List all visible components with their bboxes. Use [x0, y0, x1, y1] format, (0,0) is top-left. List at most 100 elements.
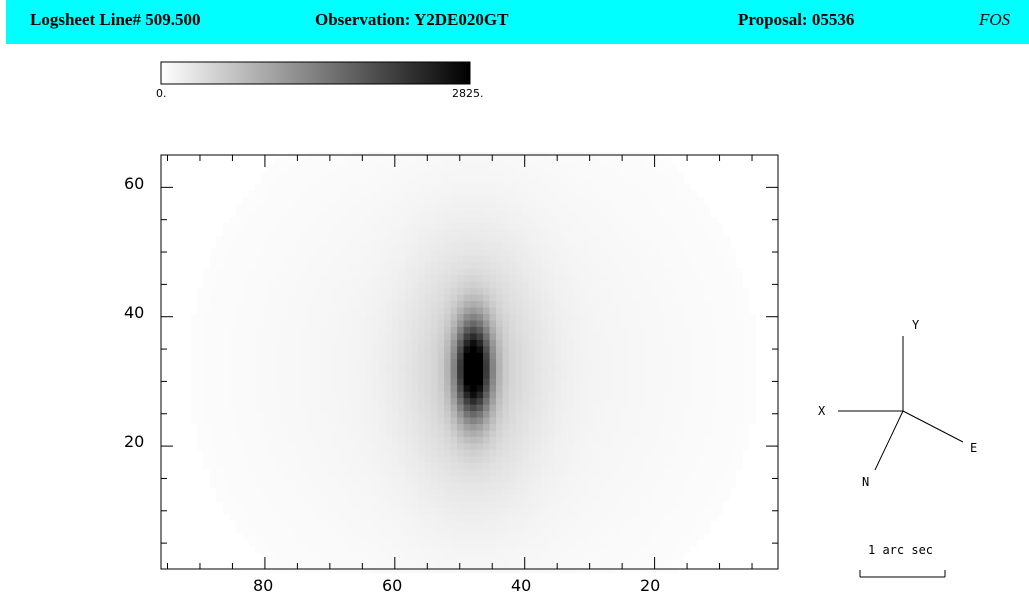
heatmap-cell: [437, 203, 445, 211]
heatmap-cell: [398, 210, 406, 217]
heatmap-cell: [553, 216, 561, 224]
heatmap-cell: [489, 358, 497, 366]
heatmap-cell: [709, 268, 717, 276]
heatmap-cell: [450, 462, 458, 470]
heatmap-cell: [644, 171, 652, 179]
heatmap-cell: [365, 229, 373, 237]
heatmap-cell: [703, 436, 711, 444]
heatmap-cell: [612, 520, 620, 528]
heatmap-cell: [339, 203, 347, 211]
heatmap-cell: [450, 248, 458, 256]
heatmap-cell: [339, 546, 347, 554]
heatmap-cell: [359, 197, 367, 205]
heatmap-cell: [307, 222, 315, 230]
heatmap-cell: [469, 442, 477, 450]
heatmap-cell: [411, 410, 419, 418]
heatmap-cell: [385, 320, 393, 327]
heatmap-cell: [313, 248, 321, 256]
heatmap-cell: [482, 352, 490, 360]
heatmap-cell: [372, 300, 380, 308]
heatmap-cell: [579, 171, 587, 179]
heatmap-cell: [346, 468, 354, 476]
heatmap-cell: [287, 378, 295, 386]
heatmap-cell: [618, 248, 626, 256]
heatmap-cell: [300, 488, 308, 496]
heatmap-cell: [657, 552, 665, 560]
heatmap-cell: [437, 345, 445, 353]
heatmap-cell: [644, 216, 652, 224]
heatmap-cell: [463, 255, 471, 263]
heatmap-cell: [489, 514, 497, 522]
heatmap-cell: [287, 326, 295, 334]
heatmap-cell: [566, 248, 574, 256]
heatmap-cell: [709, 261, 717, 269]
heatmap-cell: [502, 371, 510, 379]
heatmap-cell: [508, 197, 516, 205]
heatmap-cell: [411, 488, 419, 496]
heatmap-cell: [359, 423, 367, 431]
heatmap-cell: [683, 313, 691, 321]
heatmap-cell: [313, 222, 321, 230]
heatmap-cell: [553, 235, 561, 243]
heatmap-cell: [553, 365, 561, 373]
heatmap-cell: [599, 235, 607, 243]
heatmap-cell: [631, 527, 639, 534]
heatmap-cell: [222, 501, 230, 509]
heatmap-cell: [326, 190, 334, 198]
heatmap-cell: [391, 514, 399, 522]
heatmap-cell: [274, 417, 282, 424]
heatmap-cell: [644, 320, 652, 327]
heatmap-cell: [333, 520, 341, 528]
heatmap-cell: [527, 255, 536, 263]
heatmap-cell: [359, 339, 367, 347]
heatmap-cell: [489, 455, 497, 463]
heatmap-cell: [352, 481, 360, 489]
heatmap-cell: [469, 242, 477, 250]
heatmap-cell: [268, 501, 276, 509]
heatmap-cell: [618, 294, 626, 302]
heatmap-cell: [326, 475, 334, 483]
heatmap-cell: [579, 501, 587, 509]
heatmap-cell: [683, 255, 691, 263]
heatmap-cell: [359, 216, 367, 224]
heatmap-cell: [372, 507, 380, 515]
heatmap-cell: [359, 313, 367, 321]
heatmap-cell: [553, 429, 561, 437]
heatmap-cell: [482, 533, 490, 541]
heatmap-cell: [638, 164, 646, 172]
heatmap-cell: [566, 423, 574, 431]
heatmap-cell: [625, 352, 633, 360]
heatmap-cell: [644, 371, 652, 379]
heatmap-cell: [404, 410, 412, 418]
heatmap-cell: [495, 229, 503, 237]
heatmap-cell: [281, 210, 289, 217]
heatmap-cell: [391, 164, 399, 172]
heatmap-cell: [372, 468, 380, 476]
heatmap-cell: [255, 391, 263, 399]
heatmap-cell: [638, 190, 646, 198]
heatmap-cell: [229, 294, 237, 302]
heatmap-cell: [664, 164, 672, 172]
heatmap-cell: [365, 533, 373, 541]
heatmap-cell: [521, 222, 529, 230]
heatmap-cell: [515, 235, 523, 243]
heatmap-cell: [372, 378, 380, 386]
heatmap-cell: [378, 339, 386, 347]
heatmap-cell: [521, 378, 529, 386]
heatmap-cell: [716, 468, 724, 476]
heatmap-cell: [287, 410, 295, 418]
heatmap-cell: [703, 326, 711, 334]
heatmap-cell: [579, 274, 587, 282]
heatmap-cell: [573, 404, 581, 412]
heatmap-cell: [300, 436, 308, 444]
heatmap-cell: [346, 488, 354, 496]
heatmap-cell: [696, 429, 704, 437]
heatmap-cell: [579, 481, 587, 489]
heatmap-cell: [566, 391, 574, 399]
heatmap-cell: [482, 391, 490, 399]
heatmap-cell: [307, 352, 315, 360]
heatmap-cell: [502, 507, 510, 515]
heatmap-cell: [320, 404, 328, 412]
heatmap-cell: [670, 300, 678, 308]
heatmap-cell: [346, 294, 354, 302]
